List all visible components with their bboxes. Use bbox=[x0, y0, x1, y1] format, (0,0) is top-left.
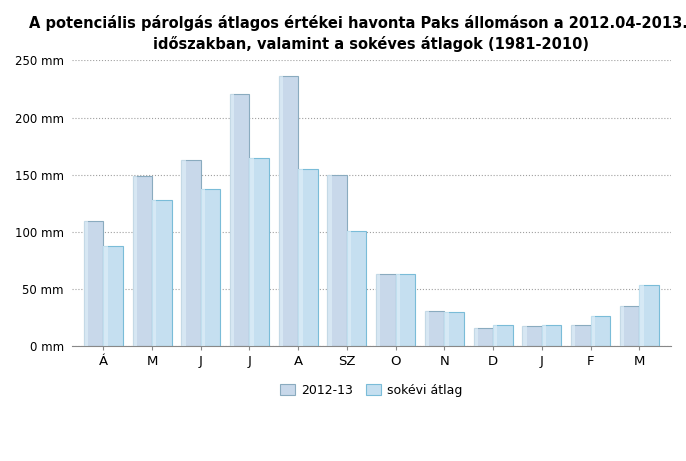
Title: A potenciális párolgás átlagos értékei havonta Paks állomáson a 2012.04-2013.03.: A potenciális párolgás átlagos értékei h… bbox=[29, 15, 686, 52]
Bar bbox=[376, 274, 381, 347]
Bar bbox=[522, 326, 527, 347]
Bar bbox=[639, 285, 643, 347]
Bar bbox=[591, 316, 610, 347]
Bar bbox=[132, 176, 152, 347]
Bar bbox=[132, 176, 137, 347]
Bar bbox=[279, 77, 283, 347]
Bar bbox=[445, 312, 464, 347]
Bar bbox=[104, 246, 123, 347]
Bar bbox=[84, 220, 88, 347]
Bar bbox=[425, 311, 445, 347]
Bar bbox=[347, 231, 366, 347]
Bar bbox=[347, 231, 351, 347]
Bar bbox=[542, 325, 546, 347]
Bar bbox=[84, 220, 104, 347]
Bar bbox=[639, 285, 659, 347]
Bar bbox=[327, 175, 347, 347]
Bar bbox=[181, 160, 186, 347]
Bar bbox=[493, 325, 512, 347]
Bar bbox=[493, 325, 497, 347]
Bar bbox=[201, 189, 205, 347]
Bar bbox=[396, 274, 400, 347]
Bar bbox=[620, 307, 639, 347]
Bar bbox=[152, 200, 156, 347]
Bar bbox=[571, 325, 591, 347]
Bar bbox=[250, 158, 269, 347]
Bar bbox=[250, 158, 254, 347]
Bar bbox=[620, 307, 624, 347]
Bar bbox=[542, 325, 561, 347]
Bar bbox=[376, 274, 396, 347]
Bar bbox=[473, 328, 478, 347]
Bar bbox=[327, 175, 332, 347]
Bar bbox=[230, 94, 250, 347]
Bar bbox=[445, 312, 449, 347]
Bar bbox=[571, 325, 576, 347]
Bar bbox=[181, 160, 201, 347]
Bar bbox=[522, 326, 542, 347]
Bar bbox=[201, 189, 220, 347]
Bar bbox=[152, 200, 172, 347]
Legend: 2012-13, sokévi átlag: 2012-13, sokévi átlag bbox=[274, 378, 469, 403]
Bar bbox=[591, 316, 595, 347]
Bar bbox=[396, 274, 415, 347]
Bar bbox=[425, 311, 429, 347]
Bar bbox=[298, 169, 303, 347]
Bar bbox=[279, 77, 298, 347]
Bar bbox=[104, 246, 108, 347]
Bar bbox=[230, 94, 235, 347]
Bar bbox=[298, 169, 318, 347]
Bar bbox=[473, 328, 493, 347]
